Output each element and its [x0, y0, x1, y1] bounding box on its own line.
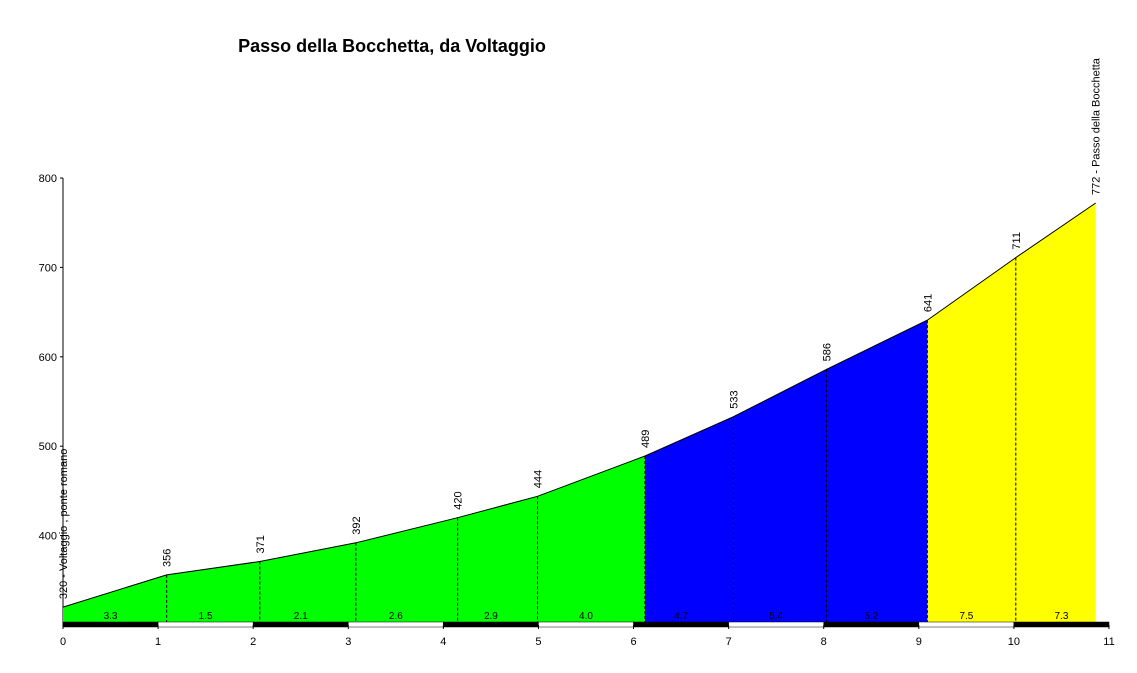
elevation-label: 371 — [255, 535, 267, 553]
x-tick-label: 4 — [440, 636, 446, 648]
gradient-label: 5.4 — [769, 611, 783, 622]
profile-area — [63, 456, 645, 625]
gradient-label: 5.2 — [864, 611, 878, 622]
elevation-label: 420 — [453, 491, 465, 509]
x-tick-label: 2 — [250, 636, 256, 648]
x-tick-label: 6 — [630, 636, 636, 648]
elevation-label: 772 - Passo della Bocchetta — [1091, 57, 1103, 195]
gradient-label: 7.3 — [1055, 611, 1069, 622]
x-tick-label: 11 — [1103, 636, 1114, 648]
gradient-label: 4.0 — [579, 611, 593, 622]
km-bar — [633, 621, 729, 628]
chart-title: Passo della Bocchetta, da Voltaggio — [238, 36, 546, 56]
elevation-label: 711 — [1011, 232, 1023, 250]
profile-area — [644, 320, 928, 625]
km-bar — [1013, 621, 1110, 628]
gradient-label: 3.3 — [104, 611, 118, 622]
km-bar — [443, 621, 539, 628]
km-bar — [252, 621, 349, 628]
km-bar — [62, 621, 159, 628]
elevation-label: 356 — [162, 549, 174, 567]
elevation-label: 489 — [640, 430, 652, 448]
elevation-label: 586 — [822, 343, 834, 361]
x-tick-label: 1 — [155, 636, 161, 648]
km-bar — [823, 621, 920, 628]
km-bar — [728, 621, 824, 628]
x-tick-label: 10 — [1008, 636, 1020, 648]
gradient-label: 7.5 — [959, 611, 973, 622]
km-bar — [348, 621, 444, 628]
x-tick-label: 8 — [821, 636, 827, 648]
y-tick-label: 500 — [39, 441, 57, 453]
gradient-label: 1.5 — [199, 611, 213, 622]
km-bar — [157, 621, 254, 628]
km-bar — [538, 621, 634, 628]
elevation-label: 641 — [922, 294, 934, 312]
x-tick-label: 7 — [726, 636, 732, 648]
profile-area — [927, 203, 1096, 625]
y-tick-label: 600 — [39, 352, 57, 364]
y-tick-label: 700 — [39, 262, 57, 274]
gradient-label: 2.6 — [389, 611, 403, 622]
gradient-label: 2.9 — [484, 611, 498, 622]
x-tick-label: 3 — [345, 636, 351, 648]
x-tick-label: 5 — [535, 636, 541, 648]
profile-line — [644, 319, 928, 457]
elevation-label: 533 — [728, 390, 740, 408]
y-tick-label: 400 — [39, 531, 57, 543]
elevation-label: 444 — [533, 470, 545, 488]
gradient-label: 2.1 — [294, 611, 308, 622]
x-tick-label: 9 — [916, 636, 922, 648]
km-bar — [918, 621, 1015, 628]
gradient-label: 4.7 — [674, 611, 688, 622]
elevation-label: 320 - Voltaggio , ponte romano — [58, 449, 70, 599]
elevation-label: 392 — [351, 516, 363, 534]
y-tick-label: 800 — [39, 173, 57, 185]
x-tick-label: 0 — [60, 636, 66, 648]
